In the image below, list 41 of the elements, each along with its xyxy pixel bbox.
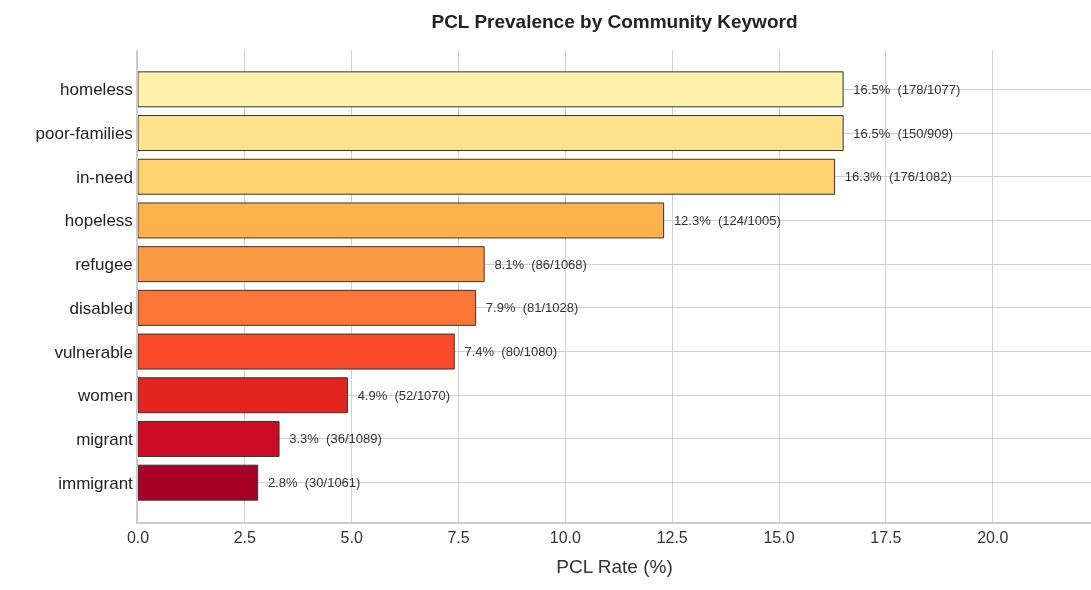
data-label: 4.9% (52/1070): [350, 387, 451, 403]
bar: [138, 246, 485, 283]
x-tick-label: 7.5: [447, 528, 470, 546]
x-tick-label: 12.5: [656, 528, 688, 546]
x-tick-label: 20.0: [977, 528, 1009, 546]
data-label: 16.3% (176/1082): [837, 169, 952, 185]
x-tick-label: 0.0: [126, 528, 150, 546]
bar: [138, 158, 836, 195]
data-label: 16.5% (150/909): [846, 125, 954, 141]
x-tick-label: 2.5: [233, 528, 257, 546]
x-tick-label: 5.0: [340, 528, 363, 546]
bar: [138, 71, 844, 108]
y-tick-label: immigrant: [58, 473, 134, 493]
data-label: 7.4% (80/1080): [457, 344, 557, 360]
y-tick-label: migrant: [76, 429, 134, 449]
y-tick-label: hopeless: [64, 211, 133, 231]
bar: [138, 377, 348, 414]
bar: [138, 289, 477, 326]
y-tick-label: refugee: [75, 255, 133, 275]
y-tick-label: women: [77, 386, 133, 406]
bar: [138, 333, 455, 370]
y-tick-label: disabled: [69, 298, 133, 318]
data-label: 3.3% (36/1089): [282, 431, 382, 447]
bar: [138, 464, 259, 501]
x-tick-label: 15.0: [763, 528, 795, 546]
x-tick-label: 17.5: [870, 528, 902, 546]
data-label: 12.3% (124/1005): [666, 212, 781, 228]
x-tick-label: 10.0: [549, 528, 582, 546]
bar: [138, 202, 665, 239]
y-tick-label: vulnerable: [54, 342, 133, 362]
y-tick-label: homeless: [60, 80, 133, 100]
bar: [138, 115, 844, 152]
data-label: 16.5% (178/1077): [846, 81, 961, 97]
data-label: 7.9% (81/1028): [478, 300, 579, 316]
chart-title: PCL Prevalence by Community Keyword: [431, 11, 798, 33]
y-tick-label: poor-families: [35, 123, 133, 143]
bar: [138, 420, 280, 457]
data-label: 2.8% (30/1061): [260, 475, 361, 491]
y-tick-label: in-need: [76, 167, 133, 187]
x-axis-title: PCL Rate (%): [556, 556, 673, 578]
data-label: 8.1% (86/1068): [487, 256, 587, 272]
